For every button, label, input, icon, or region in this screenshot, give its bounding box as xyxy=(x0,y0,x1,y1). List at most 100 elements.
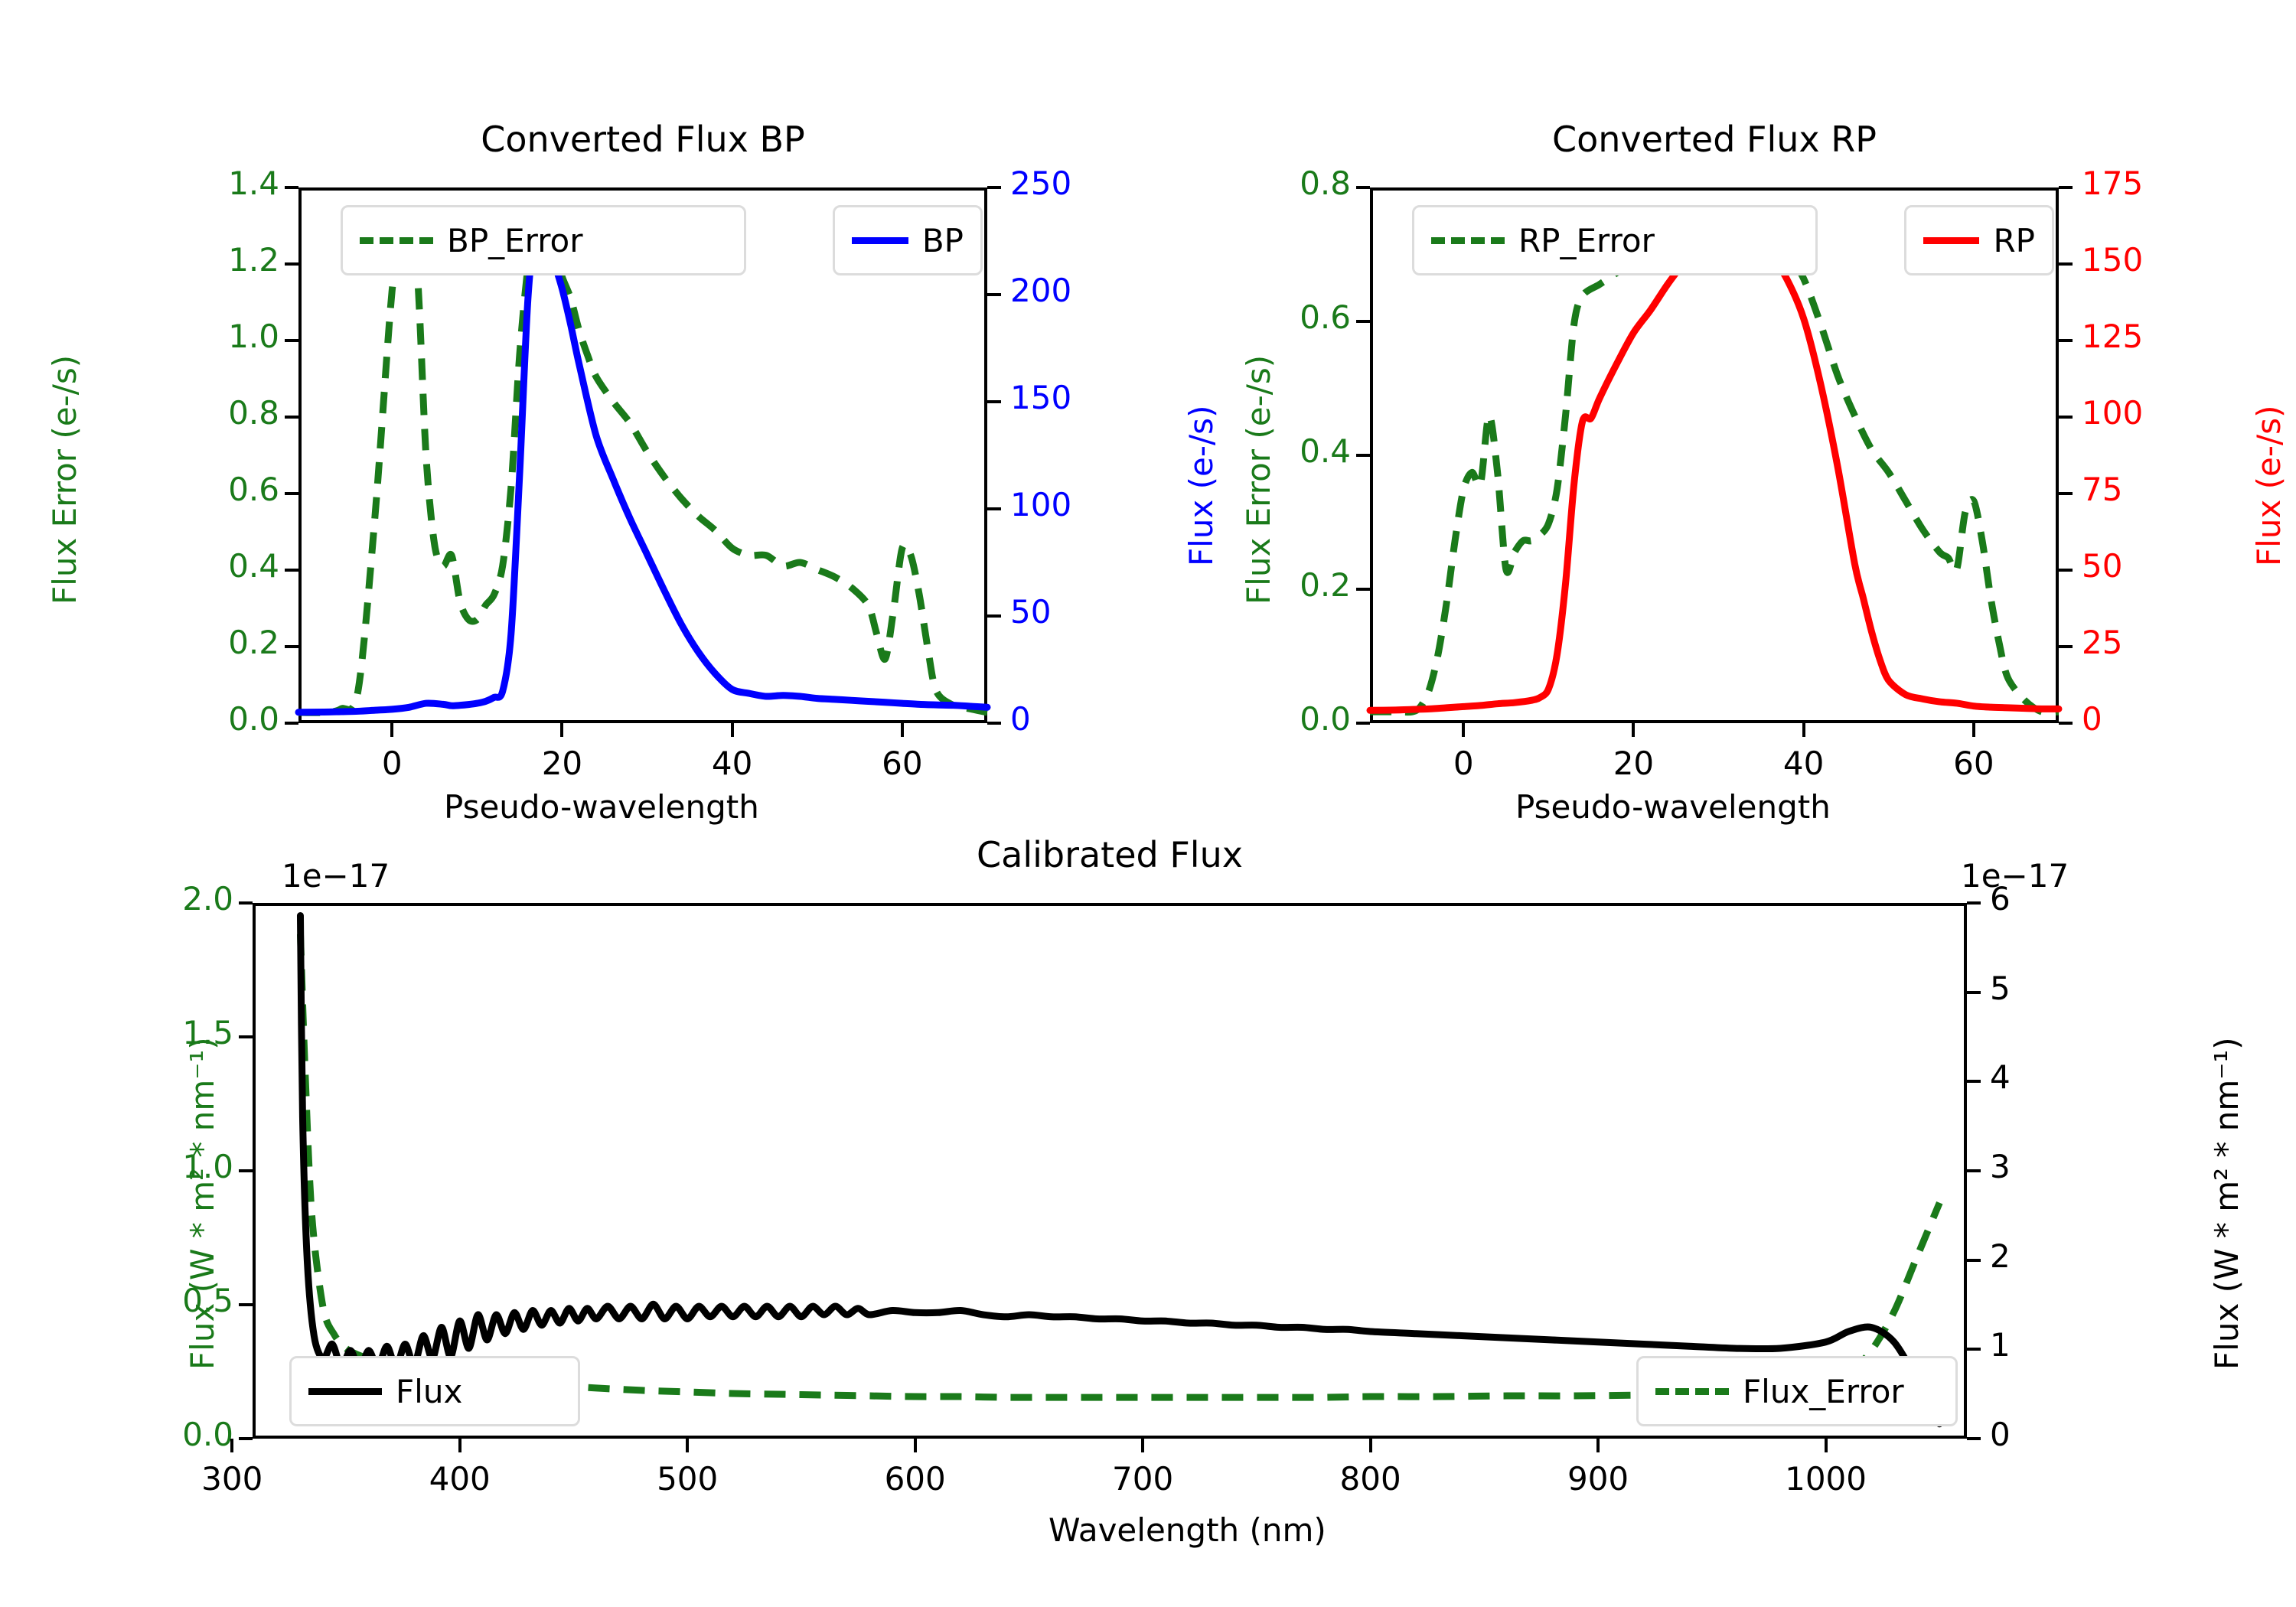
rp-ytick-right-label: 150 xyxy=(2082,241,2144,279)
bp-xtick-tickmark xyxy=(560,723,564,737)
rp-ytick-right-label: 50 xyxy=(2082,547,2123,585)
bp-ytick-left-tickmark xyxy=(285,416,298,419)
rp-ytick-right-label: 125 xyxy=(2082,318,2144,355)
calibrated-title: Calibrated Flux xyxy=(977,834,1243,875)
rp-ytick-left-tickmark xyxy=(1356,454,1370,457)
rp-ytick-left-label: 0.8 xyxy=(1300,165,1351,202)
calibrated-ytick-right-tickmark xyxy=(1967,990,1981,994)
calibrated-ytick-left-label: 1.5 xyxy=(182,1014,233,1051)
calibrated-ytick-right-tickmark xyxy=(1967,1437,1981,1440)
rp-ytick-right-label: 25 xyxy=(2082,624,2123,661)
rp-error-legend[interactable]: RP_Error xyxy=(1412,205,1818,275)
rp-xtick-tickmark xyxy=(1462,723,1466,737)
bp-ytick-left-label: 1.4 xyxy=(228,165,279,202)
calibrated-error-legend-label: Flux_Error xyxy=(1743,1372,1904,1410)
rp-ytick-left-label: 0.2 xyxy=(1300,566,1351,604)
bp-ytick-right-label: 200 xyxy=(1010,272,1072,309)
rp-ytick-right-tickmark xyxy=(2059,416,2073,419)
calibrated-xtick-tickmark xyxy=(230,1439,234,1452)
rp-ytick-right-label: 175 xyxy=(2082,165,2144,202)
bp-flux-curve xyxy=(295,217,991,716)
calibrated-ytick-left-label: 2.0 xyxy=(182,880,233,918)
bp-ytick-left-tickmark xyxy=(285,569,298,572)
rp-ytick-right-tickmark xyxy=(2059,569,2073,572)
bp-ytick-left-tickmark xyxy=(285,645,298,648)
rp-ytick-left-label: 0.4 xyxy=(1300,432,1351,470)
bp-ytick-right-tickmark xyxy=(987,186,1001,189)
calibrated-ytick-right-tickmark xyxy=(1967,1080,1981,1084)
rp-title: Converted Flux RP xyxy=(1552,119,1877,160)
calibrated-ytick-left-label: 0.0 xyxy=(182,1416,233,1453)
bp-xlabel: Pseudo-wavelength xyxy=(444,788,759,826)
calibrated-ytick-left-tickmark xyxy=(239,1035,253,1038)
calibrated-xtick-tickmark xyxy=(913,1439,917,1452)
rp-flux-legend-swatch xyxy=(1923,236,1980,244)
calibrated-xtick-tickmark xyxy=(686,1439,690,1452)
bp-ytick-left-tickmark xyxy=(285,492,298,495)
calibrated-xtick-label: 500 xyxy=(657,1460,719,1498)
calibrated-offset-right: 1e−17 xyxy=(1961,857,2069,895)
calibrated-ytick-right-label: 6 xyxy=(1990,880,2011,918)
bp-ytick-left-label: 0.0 xyxy=(228,700,279,738)
calibrated-ylabel-left: Flux (W * m² * nm⁻¹) xyxy=(184,1037,221,1370)
rp-xtick-tickmark xyxy=(1802,723,1805,737)
rp-xtick-tickmark xyxy=(1632,723,1636,737)
bp-ytick-right-tickmark xyxy=(987,614,1001,618)
calibrated-error-legend-swatch xyxy=(1655,1387,1729,1395)
calibrated-ytick-right-label: 3 xyxy=(1990,1148,2011,1185)
bp-error-legend[interactable]: BP_Error xyxy=(341,205,746,275)
bp-flux-legend[interactable]: BP xyxy=(833,205,983,275)
bp-ytick-left-tickmark xyxy=(285,722,298,725)
bp-xtick-label: 60 xyxy=(882,745,923,782)
rp-ytick-left-label: 0.6 xyxy=(1300,298,1351,336)
rp-ytick-left-tickmark xyxy=(1356,588,1370,591)
bp-title: Converted Flux BP xyxy=(481,119,805,160)
rp-ytick-right-tickmark xyxy=(2059,186,2073,189)
bp-ytick-left-label: 0.8 xyxy=(228,394,279,432)
calibrated-xtick-tickmark xyxy=(458,1439,461,1452)
rp-ytick-right-label: 75 xyxy=(2082,471,2123,508)
calibrated-ytick-right-label: 0 xyxy=(1990,1416,2011,1453)
calibrated-ytick-left-tickmark xyxy=(239,901,253,905)
bp-xtick-tickmark xyxy=(390,723,394,737)
bp-ytick-right-tickmark xyxy=(987,722,1001,725)
bp-ytick-right-label: 50 xyxy=(1010,593,1052,631)
calibrated-ytick-right-label: 4 xyxy=(1990,1058,2011,1097)
calibrated-offset-left: 1e−17 xyxy=(282,857,390,895)
calibrated-xtick-label: 600 xyxy=(884,1460,946,1498)
rp-plot-area xyxy=(1370,187,2059,723)
calibrated-error-legend[interactable]: Flux_Error xyxy=(1636,1356,1958,1426)
bp-ytick-right-label: 100 xyxy=(1010,486,1072,523)
rp-error-legend-swatch xyxy=(1431,236,1505,244)
rp-ytick-left-tickmark xyxy=(1356,320,1370,323)
calibrated-xtick-label: 400 xyxy=(429,1460,491,1498)
rp-ytick-left-label: 0.0 xyxy=(1300,700,1351,738)
rp-ytick-right-label: 0 xyxy=(2082,700,2102,738)
rp-xtick-label: 20 xyxy=(1613,745,1655,782)
rp-xtick-label: 0 xyxy=(1453,745,1474,782)
calibrated-ytick-right-tickmark xyxy=(1967,901,1981,905)
calibrated-ytick-left-tickmark xyxy=(239,1169,253,1172)
calibrated-flux-legend[interactable]: Flux xyxy=(289,1356,580,1426)
calibrated-ytick-right-tickmark xyxy=(1967,1348,1981,1351)
bp-xtick-label: 40 xyxy=(711,745,753,782)
rp-flux-legend[interactable]: RP xyxy=(1904,205,2054,275)
calibrated-flux-legend-label: Flux xyxy=(396,1372,463,1410)
calibrated-xtick-tickmark xyxy=(1596,1439,1600,1452)
calibrated-plot-area xyxy=(253,903,1967,1439)
rp-xtick-label: 40 xyxy=(1782,745,1825,782)
rp-ytick-right-tickmark xyxy=(2059,262,2073,266)
calibrated-xtick-tickmark xyxy=(1368,1439,1372,1452)
calibrated-xtick-tickmark xyxy=(1824,1439,1828,1452)
rp-ytick-left-tickmark xyxy=(1356,186,1370,189)
calibrated-ylabel-right: Flux (W * m² * nm⁻¹) xyxy=(2208,1037,2245,1370)
bp-ytick-left-label: 0.6 xyxy=(228,471,279,508)
rp-ytick-right-tickmark xyxy=(2059,645,2073,648)
calibrated-error-curve xyxy=(296,934,1943,1401)
calibrated-ytick-right-label: 1 xyxy=(1990,1326,2011,1364)
rp-ytick-right-tickmark xyxy=(2059,492,2073,495)
bp-plot-area xyxy=(298,187,987,723)
rp-flux-legend-label: RP xyxy=(1993,221,2035,259)
